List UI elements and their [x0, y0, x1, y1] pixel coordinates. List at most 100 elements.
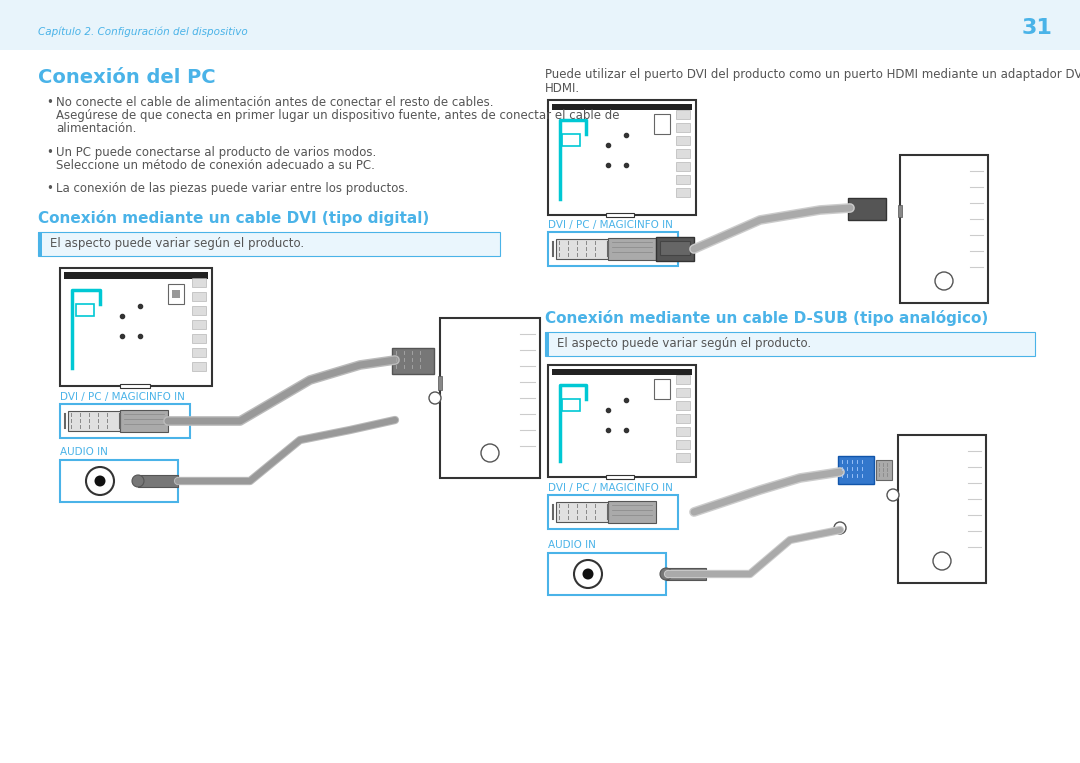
Bar — [676, 388, 690, 397]
Bar — [676, 375, 690, 384]
Circle shape — [660, 568, 672, 580]
Bar — [545, 332, 1035, 356]
Bar — [606, 475, 634, 479]
Bar — [60, 268, 212, 386]
Circle shape — [95, 475, 106, 487]
Text: AUDIO IN: AUDIO IN — [60, 447, 108, 457]
Bar — [900, 155, 988, 303]
Bar — [676, 149, 690, 158]
Bar — [676, 110, 690, 119]
Bar — [552, 369, 692, 375]
Bar — [676, 401, 690, 410]
Bar — [608, 238, 656, 260]
Bar — [848, 198, 886, 220]
Bar — [192, 334, 206, 343]
Bar — [76, 304, 94, 316]
Bar — [654, 114, 670, 134]
Circle shape — [935, 272, 953, 290]
FancyBboxPatch shape — [548, 553, 666, 595]
Bar — [192, 362, 206, 371]
Bar — [876, 460, 892, 480]
FancyBboxPatch shape — [60, 460, 178, 502]
Circle shape — [582, 568, 594, 580]
Bar — [548, 100, 696, 215]
Text: Conexión mediante un cable D-SUB (tipo analógico): Conexión mediante un cable D-SUB (tipo a… — [545, 310, 988, 326]
Bar — [168, 284, 184, 304]
Bar — [192, 320, 206, 329]
Bar — [676, 136, 690, 145]
Bar — [562, 399, 580, 411]
Bar — [120, 384, 150, 388]
Bar — [660, 241, 690, 255]
Bar — [556, 502, 608, 522]
Text: La conexión de las piezas puede variar entre los productos.: La conexión de las piezas puede variar e… — [56, 182, 408, 195]
Bar — [666, 568, 706, 580]
Text: 31: 31 — [1021, 18, 1052, 38]
Circle shape — [481, 444, 499, 462]
Text: Puede utilizar el puerto DVI del producto como un puerto HDMI mediante un adapta: Puede utilizar el puerto DVI del product… — [545, 68, 1080, 81]
Circle shape — [933, 552, 951, 570]
Text: Conexión mediante un cable DVI (tipo digital): Conexión mediante un cable DVI (tipo dig… — [38, 210, 429, 226]
Text: alimentación.: alimentación. — [56, 122, 136, 135]
Text: HDMI.: HDMI. — [545, 82, 580, 95]
Bar — [548, 365, 696, 477]
Text: •: • — [46, 146, 53, 159]
Bar — [562, 134, 580, 146]
Text: Seleccione un método de conexión adecuado a su PC.: Seleccione un método de conexión adecuad… — [56, 159, 375, 172]
Bar — [897, 435, 986, 583]
Bar — [64, 272, 208, 279]
Bar — [676, 427, 690, 436]
Circle shape — [429, 392, 441, 404]
Bar — [0, 0, 1080, 50]
Bar — [38, 232, 500, 256]
Text: El aspecto puede variar según el producto.: El aspecto puede variar según el product… — [557, 337, 811, 350]
Text: Un PC puede conectarse al producto de varios modos.: Un PC puede conectarse al producto de va… — [56, 146, 376, 159]
Bar — [120, 410, 168, 432]
Bar — [654, 379, 670, 399]
Bar — [676, 175, 690, 184]
Bar — [608, 501, 656, 523]
Bar — [440, 318, 540, 478]
Bar — [192, 306, 206, 315]
Text: DVI / PC / MAGICINFO IN: DVI / PC / MAGICINFO IN — [60, 392, 185, 402]
Text: •: • — [46, 96, 53, 109]
Bar — [545, 332, 549, 356]
Circle shape — [132, 475, 144, 487]
Circle shape — [834, 522, 846, 534]
Bar — [897, 205, 902, 217]
Bar — [676, 123, 690, 132]
Bar — [676, 188, 690, 197]
Bar — [438, 376, 442, 390]
Bar — [392, 348, 434, 374]
FancyBboxPatch shape — [548, 495, 678, 529]
Text: Conexión del PC: Conexión del PC — [38, 68, 216, 87]
FancyBboxPatch shape — [60, 404, 190, 438]
Text: AUDIO IN: AUDIO IN — [548, 540, 596, 550]
Bar — [38, 232, 42, 256]
FancyBboxPatch shape — [548, 232, 678, 266]
Bar — [192, 278, 206, 287]
Bar — [68, 411, 120, 431]
Text: DVI / PC / MAGICINFO IN: DVI / PC / MAGICINFO IN — [548, 483, 673, 493]
Text: •: • — [46, 182, 53, 195]
Circle shape — [573, 560, 602, 588]
Text: DVI / PC / MAGICINFO IN: DVI / PC / MAGICINFO IN — [548, 220, 673, 230]
Bar — [172, 290, 180, 298]
Bar — [556, 239, 608, 259]
Bar — [192, 348, 206, 357]
Text: Asegúrese de que conecta en primer lugar un dispositivo fuente, antes de conecta: Asegúrese de que conecta en primer lugar… — [56, 109, 620, 122]
Bar — [606, 213, 634, 217]
Bar — [656, 237, 694, 261]
Bar — [138, 475, 178, 487]
Circle shape — [86, 467, 114, 495]
Text: Capítulo 2. Configuración del dispositivo: Capítulo 2. Configuración del dispositiv… — [38, 27, 247, 37]
Bar — [676, 162, 690, 171]
Bar — [552, 104, 692, 110]
Text: El aspecto puede variar según el producto.: El aspecto puede variar según el product… — [50, 237, 305, 250]
Circle shape — [887, 489, 899, 501]
Bar — [676, 440, 690, 449]
Bar — [838, 456, 874, 484]
Text: No conecte el cable de alimentación antes de conectar el resto de cables.: No conecte el cable de alimentación ante… — [56, 96, 494, 109]
Bar — [676, 414, 690, 423]
Bar — [676, 453, 690, 462]
